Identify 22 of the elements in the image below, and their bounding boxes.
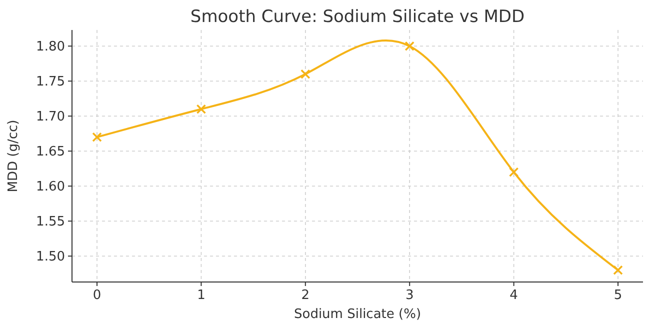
point [300,69,310,79]
y-tick-label: 1.65 [36,144,65,160]
y-axis-title: MDD (g/cc) [6,120,21,192]
y-tick-label: 1.50 [36,250,65,265]
chart-title: Smooth Curve: Sodium Silicate vs MDD [190,7,525,27]
x-axis-title: Sodium Silicate (%) [294,307,422,322]
x-tick-label: 3 [405,288,414,303]
x-tick-label: 5 [614,288,622,303]
x-tick-label: 4 [510,288,518,303]
point [508,167,519,177]
point [613,265,623,275]
y-tick-label: 1.80 [36,40,65,55]
x-tick-label: 1 [197,288,206,303]
point [196,104,206,114]
y-tick-label: 1.70 [36,110,65,125]
point [92,132,102,142]
point [404,41,414,51]
y-tick-label: 1.75 [36,74,65,90]
y-tick-label: 1.60 [36,180,65,195]
x-tick-label: 0 [92,288,102,303]
y-tick-label: 1.55 [36,214,65,230]
x-tick-label: 2 [301,288,310,303]
